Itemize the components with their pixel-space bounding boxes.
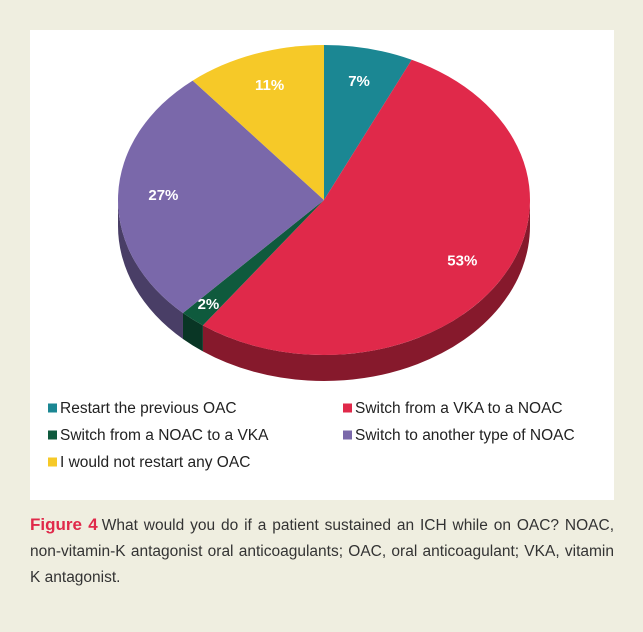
legend-swatch	[343, 403, 352, 413]
legend-swatch	[48, 430, 57, 440]
legend-label: I would not restart any OAC	[60, 454, 250, 471]
slice-side	[182, 312, 203, 352]
legend-swatch	[48, 403, 57, 413]
data-label: 11%	[255, 77, 284, 94]
slice	[324, 45, 412, 200]
legend-swatch	[343, 430, 352, 440]
data-label: 2%	[198, 296, 220, 313]
legend-label: Switch to another type of NOAC	[355, 427, 575, 444]
slice	[202, 59, 530, 356]
data-label: 7%	[348, 73, 370, 90]
caption-label: Figure 4	[30, 515, 98, 534]
slice-side	[202, 200, 530, 382]
caption: Figure 4 What would you do if a patient s…	[30, 512, 614, 591]
data-label: 27%	[148, 187, 178, 204]
slice	[192, 44, 324, 200]
caption-text: What would you do if a patient sustained…	[30, 517, 615, 586]
data-label: 53%	[447, 253, 477, 270]
legend-swatch	[48, 457, 57, 467]
slice	[182, 200, 324, 326]
slice	[117, 80, 324, 313]
legend-label: Switch from a VKA to a NOAC	[355, 400, 563, 417]
slice-side	[118, 200, 183, 339]
legend-label: Switch from a NOAC to a VKA	[60, 427, 269, 444]
legend-label: Restart the previous OAC	[60, 400, 237, 417]
